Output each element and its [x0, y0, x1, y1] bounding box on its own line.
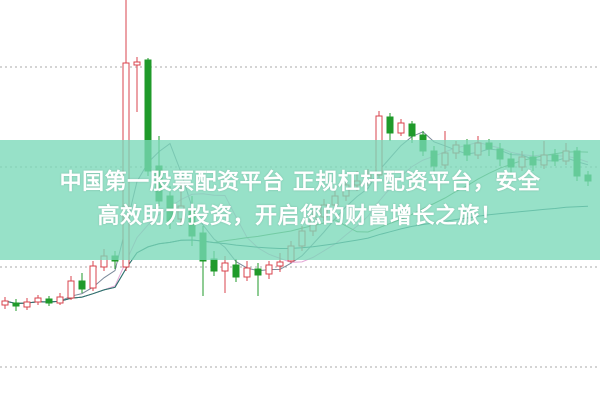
candle-up: [34, 297, 42, 303]
candle-down: [386, 116, 394, 134]
candle-up: [89, 265, 97, 289]
candle-down: [408, 123, 416, 137]
candle-down: [78, 280, 86, 290]
candle-up: [397, 122, 405, 134]
banner-line-2: 高效助力投资，开启您的财富增长之旅！: [97, 204, 503, 229]
candle-up: [133, 61, 141, 66]
candle-up: [23, 301, 31, 308]
candle-down: [45, 298, 53, 304]
candle-up: [221, 262, 229, 272]
banner-line-1: 中国第一股票配资平台 正规杠杆配资平台，安全: [59, 170, 541, 195]
candle-down: [254, 268, 262, 276]
candle-down: [232, 264, 240, 278]
candle-up: [265, 264, 273, 275]
candle-up: [56, 296, 64, 304]
candle-up: [67, 280, 75, 299]
candle-up: [1, 300, 9, 306]
candle-up: [243, 267, 251, 278]
candle-up: [276, 261, 284, 267]
candle-down: [12, 302, 20, 307]
promo-banner: 中国第一股票配资平台 正规杠杆配资平台，安全 高效助力投资，开启您的财富增长之旅…: [0, 140, 600, 260]
candle-down: [210, 258, 218, 272]
